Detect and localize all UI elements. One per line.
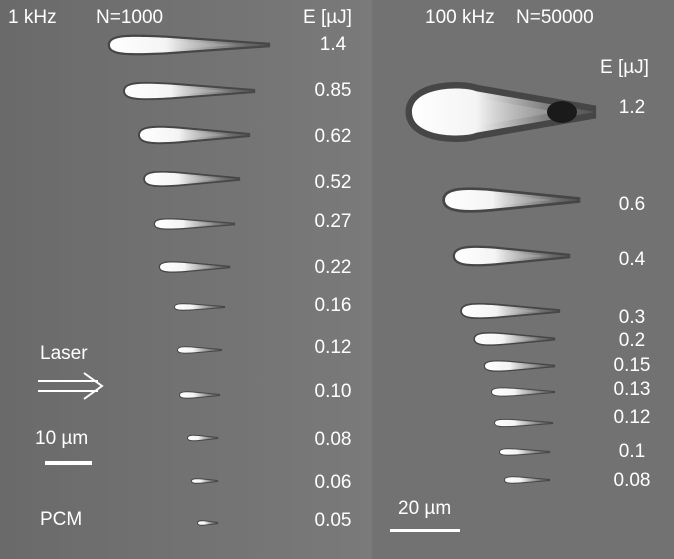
ablation-mark	[492, 388, 555, 396]
energy-value: 0.13	[614, 379, 651, 400]
ablation-mark	[188, 435, 218, 441]
energy-label: E [µJ]	[600, 57, 649, 78]
energy-value: 0.62	[315, 126, 352, 147]
energy-value: 0.12	[315, 337, 352, 358]
ablation-mark	[125, 83, 255, 99]
scale-label: 10 µm	[35, 428, 88, 449]
energy-value: 0.10	[315, 381, 352, 402]
energy-value: 0.05	[315, 510, 352, 531]
ablation-mark	[485, 361, 555, 371]
scale-bar	[390, 529, 460, 532]
ablation-mark	[110, 36, 270, 54]
energy-value: 0.22	[315, 257, 352, 278]
ablation-mark	[475, 333, 555, 345]
ablation-mark	[445, 190, 580, 210]
energy-label: E [µJ]	[303, 7, 352, 28]
ablation-satellite	[547, 101, 577, 123]
ablation-mark	[500, 449, 550, 455]
scale-bar	[45, 461, 92, 465]
ablation-mark	[178, 347, 222, 353]
ablation-mark	[180, 392, 220, 398]
ablation-mark	[155, 219, 235, 229]
energy-value: 0.12	[614, 407, 651, 428]
energy-value: 0.08	[315, 429, 352, 450]
ablation-mark	[175, 304, 225, 310]
ablation-mark	[140, 127, 250, 143]
blobs	[107, 34, 597, 526]
scale-label: 20 µm	[398, 498, 451, 519]
rate: 1 kHz	[8, 7, 57, 28]
energy-value: 0.2	[619, 330, 645, 351]
laser-label: Laser	[40, 343, 88, 364]
ablation-mark	[462, 304, 560, 318]
pulses: N=50000	[516, 7, 594, 28]
energy-value: 0.27	[315, 211, 352, 232]
energy-value: 0.16	[315, 295, 352, 316]
energy-value: 0.15	[614, 355, 651, 376]
ablation-mark	[198, 521, 218, 525]
energy-value: 0.08	[614, 470, 651, 491]
energy-value: 0.52	[315, 172, 352, 193]
energy-value: 0.1	[619, 441, 645, 462]
ablation-mark	[455, 247, 570, 265]
ablation-mark	[495, 419, 553, 427]
rate: 100 kHz	[425, 7, 495, 28]
ablation-mark	[160, 262, 230, 272]
ablation-mark	[192, 479, 218, 483]
energy-value: 0.6	[619, 194, 645, 215]
energy-value: 0.85	[315, 80, 352, 101]
laser-arrow	[38, 372, 104, 400]
pulses: N=1000	[96, 7, 163, 28]
ablation-mark	[145, 172, 240, 186]
material: PCM	[40, 509, 82, 530]
ablation-mark	[412, 88, 595, 136]
energy-value: 0.4	[619, 249, 646, 270]
energy-value: 1.2	[619, 97, 645, 118]
energy-value: 1.4	[320, 34, 347, 55]
ablation-mark	[505, 477, 550, 483]
energy-value: 0.3	[619, 307, 645, 328]
energy-value: 0.06	[315, 472, 352, 493]
